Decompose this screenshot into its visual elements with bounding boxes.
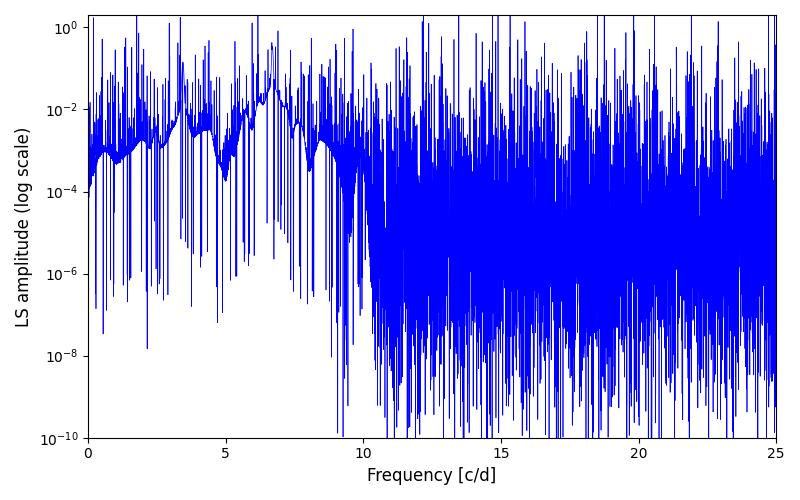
Y-axis label: LS amplitude (log scale): LS amplitude (log scale) [15,126,33,326]
X-axis label: Frequency [c/d]: Frequency [c/d] [367,467,497,485]
